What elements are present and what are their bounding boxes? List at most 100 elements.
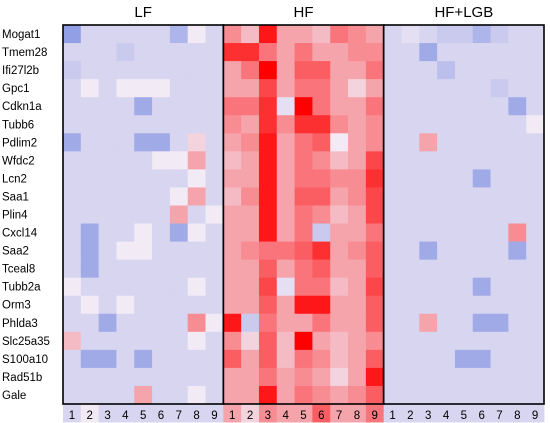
heatmap-cell xyxy=(472,43,491,62)
heatmap-cell xyxy=(348,115,367,134)
heatmap-cell xyxy=(134,25,153,44)
heatmap-cell xyxy=(312,259,331,279)
heatmap-cell xyxy=(348,385,367,405)
heatmap-cell xyxy=(401,169,420,188)
heatmap-cell xyxy=(134,205,153,224)
heatmap-cell xyxy=(437,187,456,206)
row-label: Tubb2a xyxy=(2,282,41,294)
heatmap-cell xyxy=(294,43,313,62)
heatmap-cell xyxy=(472,25,491,44)
heatmap-cell xyxy=(526,367,545,387)
heatmap-cell xyxy=(169,115,189,134)
heatmap-cell xyxy=(63,349,82,369)
heatmap-cell xyxy=(205,97,224,116)
heatmap-cell xyxy=(348,241,367,261)
heatmap-cell xyxy=(116,169,135,188)
heatmap-cell xyxy=(169,187,189,206)
heatmap-cell xyxy=(223,25,242,44)
heatmap-cell xyxy=(187,241,206,261)
heatmap-cell xyxy=(454,133,474,152)
row-label: Tmem28 xyxy=(2,47,47,59)
heatmap-cell xyxy=(419,313,438,333)
heatmap-cell xyxy=(330,187,349,206)
heatmap-cell xyxy=(169,133,189,152)
heatmap-cell xyxy=(330,404,349,423)
heatmap-cell xyxy=(294,404,313,423)
heatmap-cell xyxy=(294,187,313,206)
heatmap-cell xyxy=(223,187,242,206)
heatmap-cell xyxy=(383,349,402,369)
heatmap-cell xyxy=(348,331,367,351)
heatmap-cell xyxy=(152,187,171,206)
heatmap-cell xyxy=(187,404,206,423)
heatmap-cell xyxy=(152,404,171,423)
heatmap-cell xyxy=(454,223,474,242)
heatmap-cell xyxy=(294,25,313,44)
heatmap-cell xyxy=(258,25,278,44)
heatmap-cell xyxy=(454,349,474,369)
heatmap-cell xyxy=(187,169,206,188)
heatmap-cell xyxy=(169,205,189,224)
heatmap-cell xyxy=(98,259,117,279)
heatmap-cell xyxy=(134,151,153,170)
heatmap-cell xyxy=(312,79,331,98)
heatmap-cell xyxy=(98,151,117,170)
heatmap-cell xyxy=(490,404,509,423)
row-label: Saa2 xyxy=(2,246,29,258)
heatmap-cell xyxy=(526,277,545,297)
heatmap-cell xyxy=(63,133,82,152)
heatmap-cell xyxy=(526,313,545,333)
heatmap-cell xyxy=(437,169,456,188)
heatmap-cell xyxy=(152,385,171,405)
heatmap-cell xyxy=(365,25,385,44)
heatmap-cell xyxy=(134,115,153,134)
heatmap-cell xyxy=(98,349,117,369)
heatmap-cell xyxy=(348,404,367,423)
heatmap-cell xyxy=(276,133,295,152)
heatmap-cell xyxy=(205,295,224,315)
heatmap-cell xyxy=(98,79,117,98)
heatmap-cell xyxy=(312,61,331,80)
heatmap-cell xyxy=(365,295,385,315)
heatmap-cell xyxy=(490,331,509,351)
heatmap-cell xyxy=(294,313,313,333)
column-label: 8 xyxy=(354,410,360,422)
heatmap-cell xyxy=(348,205,367,224)
heatmap-cell xyxy=(508,151,527,170)
heatmap-cell xyxy=(490,277,509,297)
group-frame xyxy=(382,24,545,405)
heatmap-cell xyxy=(330,79,349,98)
heatmap-cell xyxy=(80,295,100,315)
heatmap-cell xyxy=(454,385,474,405)
heatmap-cell xyxy=(187,349,206,369)
heatmap-cell xyxy=(472,313,491,333)
heatmap-cell xyxy=(152,79,171,98)
heatmap-cell xyxy=(169,313,189,333)
heatmap-cell xyxy=(330,277,349,297)
heatmap-cell xyxy=(383,151,402,170)
heatmap-cell xyxy=(383,115,402,134)
heatmap-cell xyxy=(490,169,509,188)
heatmap-cell xyxy=(258,151,278,170)
heatmap-cell xyxy=(508,241,527,261)
column-label: 5 xyxy=(300,410,306,422)
heatmap-cell xyxy=(187,79,206,98)
heatmap-cell xyxy=(276,277,295,297)
heatmap-cell xyxy=(241,151,260,170)
heatmap-cell xyxy=(490,313,509,333)
heatmap-cell xyxy=(205,313,224,333)
heatmap-cell xyxy=(454,277,474,297)
heatmap-cell xyxy=(312,349,331,369)
heatmap-cell xyxy=(490,223,509,242)
heatmap-cell xyxy=(187,25,206,44)
heatmap-cell xyxy=(330,205,349,224)
heatmap-cell xyxy=(330,223,349,242)
heatmap-cell xyxy=(526,115,545,134)
heatmap-cell xyxy=(312,97,331,116)
heatmap-cell xyxy=(116,43,135,62)
heatmap-cell xyxy=(419,61,438,80)
heatmap-cell xyxy=(116,223,135,242)
column-label: 7 xyxy=(176,410,182,422)
heatmap-cell xyxy=(98,97,117,116)
heatmap-cell xyxy=(454,25,474,44)
